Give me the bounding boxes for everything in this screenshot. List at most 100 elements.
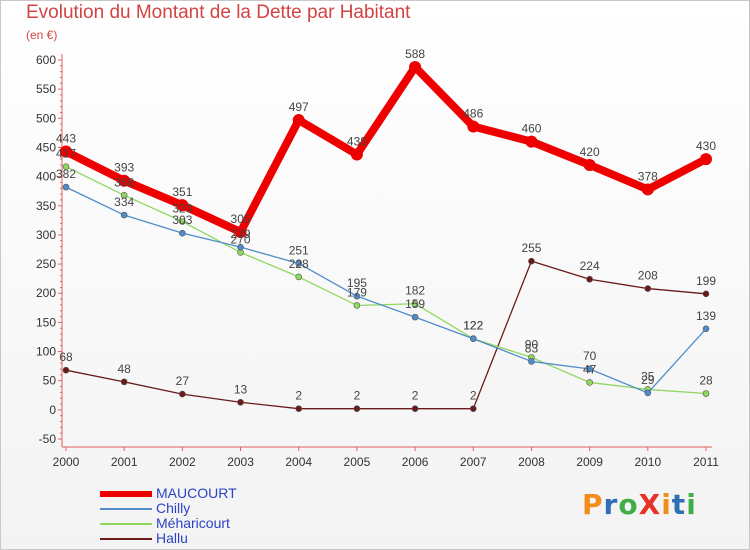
- data-point-maucourt: [641, 183, 654, 196]
- data-point-m-haricourt: [295, 273, 303, 281]
- data-label-maucourt: 305: [231, 212, 251, 226]
- data-label-chilly: 70: [583, 349, 597, 363]
- proxiti-logo: ProXiti: [582, 488, 697, 521]
- series-line-maucourt: [62, 62, 710, 237]
- data-label-maucourt: 393: [114, 161, 134, 175]
- data-label-maucourt: 588: [405, 47, 425, 61]
- axes: -50 0 50 100 150 200 250 300 350 400 450 500 550 600 2…: [36, 53, 719, 469]
- data-point-chilly: [528, 358, 535, 365]
- x-tick-label: 2004: [285, 455, 312, 469]
- data-point-maucourt: [292, 114, 305, 127]
- data-label-chilly: 139: [696, 309, 716, 323]
- series-m-haricourt: [62, 163, 710, 397]
- data-label-chilly: 334: [114, 195, 134, 209]
- series-line-hallu: [65, 260, 707, 410]
- y-tick-label: 200: [36, 286, 56, 300]
- data-label-hallu: 2: [295, 389, 302, 403]
- x-tick-label: 2005: [344, 455, 371, 469]
- x-tick-label: 2008: [518, 455, 545, 469]
- data-label-hallu: 208: [638, 269, 658, 283]
- series-chilly: [62, 183, 710, 397]
- data-point-chilly: [411, 313, 419, 321]
- data-label-chilly: 83: [525, 341, 539, 355]
- data-point-maucourt: [467, 120, 480, 133]
- x-tick-label: 2002: [169, 455, 196, 469]
- data-label-hallu: 199: [696, 274, 716, 288]
- chart-subtitle: (en €): [26, 28, 58, 42]
- x-tick-label: 2006: [402, 455, 429, 469]
- data-point-chilly: [62, 183, 70, 191]
- y-tick-label: 550: [36, 82, 56, 96]
- data-point-chilly: [469, 335, 477, 343]
- logo-letter: i: [686, 488, 697, 521]
- logo-letter: t: [671, 488, 687, 521]
- data-point-hallu: [353, 405, 361, 412]
- y-tick-label: 300: [36, 228, 56, 242]
- data-point-maucourt: [700, 153, 712, 166]
- y-tick-label: 150: [36, 315, 56, 329]
- data-point-maucourt: [118, 174, 131, 187]
- legend-label-hallu: Hallu: [156, 530, 188, 546]
- data-point-chilly: [295, 260, 303, 267]
- y-tick-label: 100: [36, 345, 56, 359]
- x-tick-label: 2007: [460, 455, 487, 469]
- series-line-m-haricourt: [65, 166, 707, 395]
- data-point-chilly: [644, 389, 652, 397]
- data-point-hallu: [528, 257, 535, 265]
- x-tick-label: 2009: [576, 455, 603, 469]
- x-tick-label: 2003: [227, 455, 254, 469]
- data-point-hallu: [179, 390, 186, 398]
- data-point-hallu: [237, 398, 244, 406]
- data-label-maucourt: 497: [289, 100, 309, 114]
- data-point-m-haricourt: [586, 379, 593, 386]
- legend-swatch-m-haricourt: [100, 523, 152, 525]
- data-label-m-haricourt: 417: [56, 147, 76, 161]
- y-tick-label: 450: [36, 140, 56, 154]
- data-point-chilly: [179, 229, 186, 237]
- data-label-m-haricourt: 90: [525, 337, 539, 351]
- data-label-hallu: 48: [118, 362, 132, 376]
- data-label-maucourt: 438: [347, 134, 367, 148]
- data-label-maucourt: 486: [463, 106, 483, 120]
- data-label-m-haricourt: 179: [347, 285, 367, 299]
- data-point-chilly: [586, 365, 593, 373]
- series-maucourt: [60, 60, 712, 239]
- x-tick-label: 2001: [111, 455, 138, 469]
- data-point-maucourt: [409, 60, 422, 73]
- data-label-chilly: 303: [172, 213, 192, 227]
- y-tick-label: 50: [43, 374, 57, 388]
- data-label-chilly: 251: [289, 243, 309, 257]
- data-point-maucourt: [583, 158, 596, 171]
- data-point-hallu: [411, 405, 419, 412]
- data-label-m-haricourt: 28: [699, 374, 713, 388]
- y-tick-label: 600: [36, 53, 56, 67]
- series-layer: [60, 60, 712, 412]
- legend-swatch-chilly: [100, 508, 152, 510]
- data-point-m-haricourt: [120, 191, 128, 199]
- data-label-hallu: 13: [234, 382, 248, 396]
- x-tick-label: 2010: [634, 455, 661, 469]
- data-label-hallu: 2: [470, 389, 477, 403]
- legend-label-m-haricourt: Méharicourt: [156, 515, 230, 531]
- logo-letter: i: [661, 488, 672, 521]
- data-label-chilly: 122: [463, 319, 483, 333]
- y-tick-label: 250: [36, 257, 56, 271]
- data-label-hallu: 224: [580, 259, 600, 273]
- data-label-maucourt: 378: [638, 169, 658, 183]
- data-point-hallu: [62, 366, 70, 374]
- data-label-chilly: 195: [347, 276, 367, 290]
- data-point-hallu: [702, 290, 710, 298]
- data-label-maucourt: 460: [521, 122, 541, 136]
- data-point-chilly: [237, 243, 244, 251]
- data-point-hallu: [586, 275, 593, 283]
- data-label-chilly: 382: [56, 167, 76, 181]
- data-point-chilly: [120, 211, 128, 219]
- data-label-maucourt: 420: [580, 145, 600, 159]
- data-label-m-haricourt: 323: [172, 202, 192, 216]
- data-point-maucourt: [60, 145, 72, 158]
- data-point-m-haricourt: [353, 302, 361, 309]
- data-label-m-haricourt: 35: [641, 369, 655, 383]
- legend-label-maucourt: MAUCOURT: [156, 485, 237, 501]
